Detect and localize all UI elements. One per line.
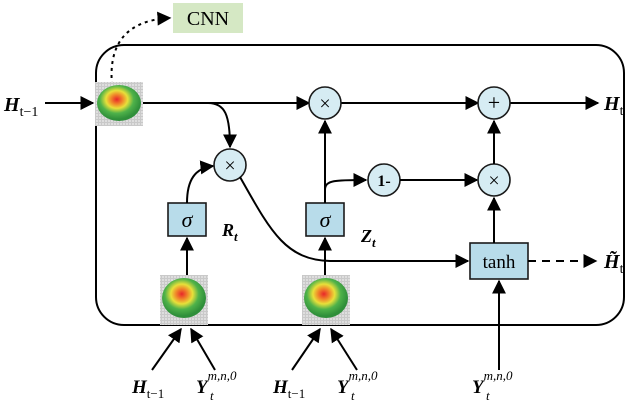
bottom-input-label: Ym,n,0: [196, 368, 237, 398]
output-h-label: Ht: [603, 93, 624, 119]
bottom-input-sub: t: [210, 388, 214, 403]
bottom-input-arrow: [190, 327, 216, 371]
cnn-label: CNN: [187, 8, 229, 30]
add-node: [477, 86, 511, 120]
one-minus-branch-wire: [324, 173, 368, 191]
bottom-input-label: Ym,n,0: [472, 368, 513, 398]
bottom-input-label: Ym,n,0: [337, 368, 378, 398]
bottom-input-arrow: [151, 327, 182, 371]
bottom-input-arrow: [291, 327, 321, 371]
update-gate-box: [305, 202, 345, 237]
cnn-tag: [173, 3, 243, 33]
bottom-input-sub: t: [486, 388, 490, 403]
reset-sigma-wire: [186, 160, 215, 204]
update-multiply-node: [308, 86, 342, 120]
input-h-label: Ht−1: [3, 94, 38, 120]
tanh-label: tanh: [483, 252, 516, 273]
add-symbol: +: [488, 90, 500, 115]
reset-gate-label: Rt: [221, 220, 238, 244]
candidate-h-label: H̃t: [603, 250, 624, 277]
reset-multiply-symbol: ×: [224, 155, 235, 177]
bottom-input-label: Ht−1: [272, 377, 305, 401]
heatmap-thumbnail: [95, 82, 143, 126]
update-multiply-symbol: ×: [319, 93, 330, 115]
update-gate-symbol: σ: [320, 207, 332, 232]
candidate-multiply-symbol: ×: [488, 170, 499, 192]
update-gate-label: Zt: [360, 226, 376, 250]
bottom-input-arrow: [330, 327, 358, 371]
bottom-input-label: Ht−1: [131, 377, 164, 401]
reset-branch-wire: [207, 102, 237, 149]
heatmap-thumbnail: [302, 275, 350, 325]
bottom-input-sub: t: [351, 388, 355, 403]
one-minus-label: 1-: [377, 173, 390, 190]
reset-gate-symbol: σ: [182, 207, 194, 232]
heatmap-thumbnail: [160, 275, 208, 325]
